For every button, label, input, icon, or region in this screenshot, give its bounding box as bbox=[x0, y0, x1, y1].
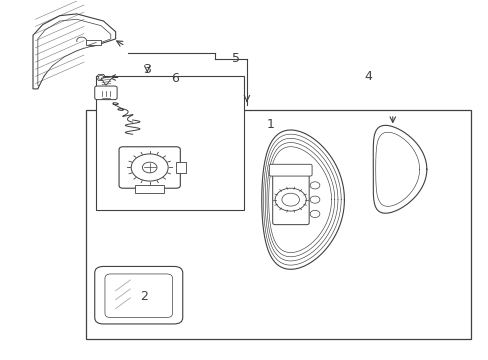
FancyBboxPatch shape bbox=[272, 175, 308, 225]
Bar bbox=[96, 76, 244, 210]
FancyBboxPatch shape bbox=[119, 147, 180, 188]
Text: 2: 2 bbox=[140, 289, 147, 303]
FancyBboxPatch shape bbox=[95, 86, 117, 100]
Text: 5: 5 bbox=[232, 52, 240, 65]
Circle shape bbox=[309, 196, 319, 203]
Circle shape bbox=[282, 193, 299, 206]
Bar bbox=[135, 185, 164, 193]
Bar bbox=[86, 111, 469, 339]
FancyBboxPatch shape bbox=[105, 274, 172, 318]
Circle shape bbox=[142, 162, 157, 173]
Text: 6: 6 bbox=[171, 72, 179, 85]
FancyBboxPatch shape bbox=[269, 164, 311, 176]
Bar bbox=[176, 162, 186, 173]
Circle shape bbox=[131, 154, 168, 181]
Polygon shape bbox=[101, 76, 113, 85]
Bar bbox=[86, 40, 101, 45]
Polygon shape bbox=[38, 19, 111, 85]
Text: 3: 3 bbox=[143, 63, 151, 76]
Text: 4: 4 bbox=[364, 70, 372, 83]
Circle shape bbox=[98, 76, 103, 80]
Circle shape bbox=[309, 210, 319, 217]
FancyBboxPatch shape bbox=[95, 266, 183, 324]
Circle shape bbox=[275, 188, 305, 211]
Text: 1: 1 bbox=[266, 118, 274, 131]
Polygon shape bbox=[33, 14, 116, 89]
Circle shape bbox=[309, 182, 319, 189]
